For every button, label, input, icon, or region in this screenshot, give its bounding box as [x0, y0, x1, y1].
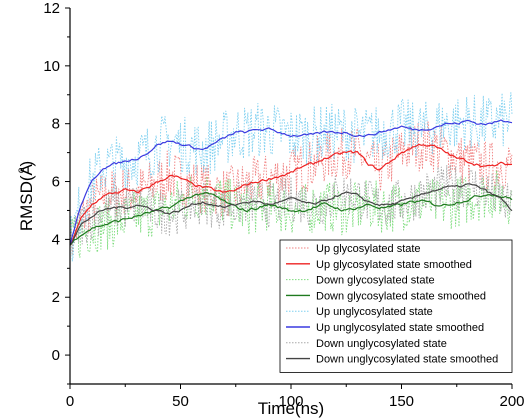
series-line-1	[69, 121, 513, 253]
x-tick-label: 0	[66, 393, 74, 410]
legend-label: Up glycosylated state smoothed	[316, 259, 472, 271]
x-axis-title: Time(ns)	[258, 399, 324, 418]
x-tick-label: 200	[499, 393, 524, 410]
y-tick-label: 12	[43, 0, 60, 17]
x-tick-label: 100	[278, 393, 303, 410]
legend-label: Down unglycosylated state smoothed	[316, 354, 498, 366]
legend-label: Down unglycosylated state	[316, 338, 447, 350]
series-layer	[69, 92, 513, 262]
y-tick-label: 6	[52, 174, 60, 191]
x-tick-label: 50	[172, 393, 189, 410]
y-tick-label: 4	[52, 231, 60, 248]
legend-label: Up glycosylated state	[316, 243, 421, 255]
series-line-8	[69, 183, 513, 246]
y-tick-label: 10	[43, 58, 60, 75]
legend-label: Up unglycosylated state smoothed	[316, 322, 484, 334]
legend: Up glycosylated state Up glycosylated sta…	[279, 239, 513, 373]
y-tick-label: 2	[52, 289, 60, 306]
legend-label: Down glycosylated state	[316, 275, 435, 287]
series-line-4	[69, 192, 513, 246]
axis-layer: 0 50 100 150 200 0 2 4 6 8 10 12 Time(ns) RMSD(Ao)	[16, 0, 525, 418]
x-tick-label: 150	[389, 393, 414, 410]
legend-label: Down glycosylated state smoothed	[316, 290, 486, 302]
series-line-6	[69, 119, 513, 246]
y-tick-label: 0	[52, 347, 60, 364]
y-axis-title: RMSD(Ao)	[16, 161, 36, 231]
legend-box	[279, 239, 513, 373]
series-line-5	[69, 92, 513, 262]
legend-label: Up unglycosylated state	[316, 306, 433, 318]
series-line-2	[69, 143, 513, 246]
y-tick-label: 8	[52, 116, 60, 133]
